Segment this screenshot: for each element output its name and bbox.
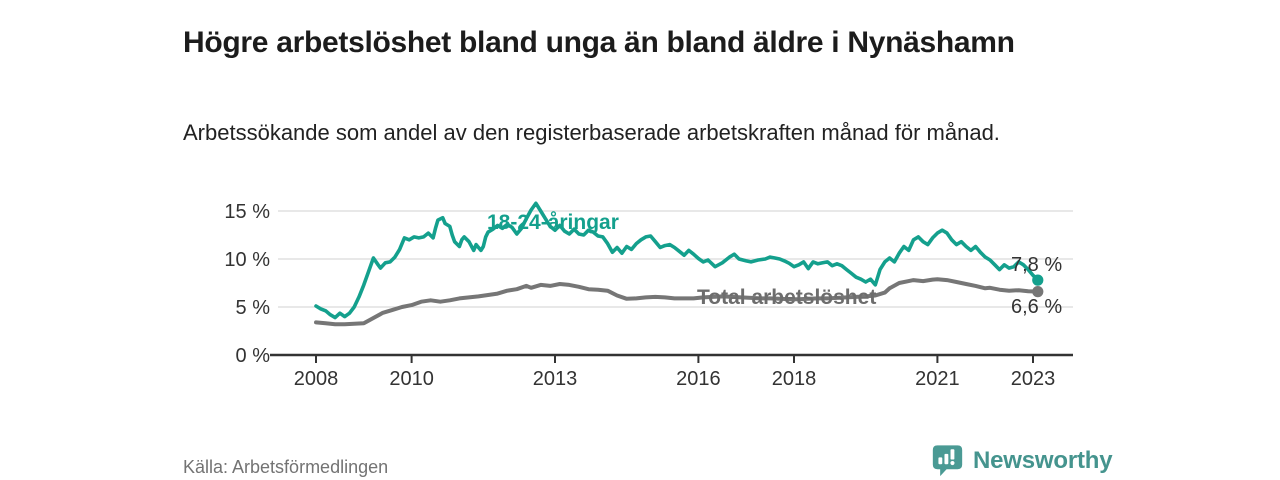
- series-line-1: [314, 277, 1040, 327]
- source-caption: Källa: Arbetsförmedlingen: [183, 457, 389, 477]
- series-end-dot-0: [1032, 274, 1044, 286]
- series-end-dot-1: [1032, 286, 1044, 298]
- series-lines: [314, 201, 1040, 327]
- chart-title: Högre arbetslöshet bland unga än bland ä…: [183, 26, 1015, 60]
- series-end-dots: [1032, 274, 1044, 298]
- gridlines: [278, 210, 1073, 308]
- y-tick-label: 10 %: [224, 249, 270, 271]
- newsworthy-logo: Newsworthy: [931, 443, 1113, 479]
- y-axis-labels: 0 % 5 % 10 % 15 %: [224, 201, 270, 367]
- series-labels: 18-24-åringar Total arbetslöshet: [487, 211, 876, 309]
- end-value-label-0: 7,8 %: [1011, 254, 1062, 276]
- newsworthy-bubble-chart-icon: [932, 445, 963, 477]
- end-value-label-1: 6,6 %: [1011, 296, 1062, 318]
- x-tick-label: 2016: [676, 368, 721, 390]
- x-tick-label: 2010: [389, 368, 434, 390]
- x-axis: 2008 2010 2013 2016 2018 2021 2023: [270, 353, 1073, 390]
- newsworthy-wordmark: Newsworthy: [973, 447, 1113, 474]
- y-tick-label: 0 %: [236, 345, 271, 367]
- y-tick-label: 15 %: [224, 201, 270, 223]
- x-tick-label: 2021: [915, 368, 960, 390]
- series-line-0: [314, 201, 1040, 320]
- series-label-0: 18-24-åringar: [487, 211, 619, 234]
- x-tick-label: 2023: [1011, 368, 1056, 390]
- end-value-labels: 7,8 % 6,6 %: [1011, 254, 1062, 318]
- x-tick-label: 2013: [533, 368, 578, 390]
- y-tick-label: 5 %: [236, 297, 271, 319]
- x-tick-label: 2008: [294, 368, 339, 390]
- series-label-1: Total arbetslöshet: [697, 286, 876, 309]
- chart-subtitle: Arbetssökande som andel av den registerb…: [183, 120, 1000, 145]
- x-tick-label: 2018: [772, 368, 817, 390]
